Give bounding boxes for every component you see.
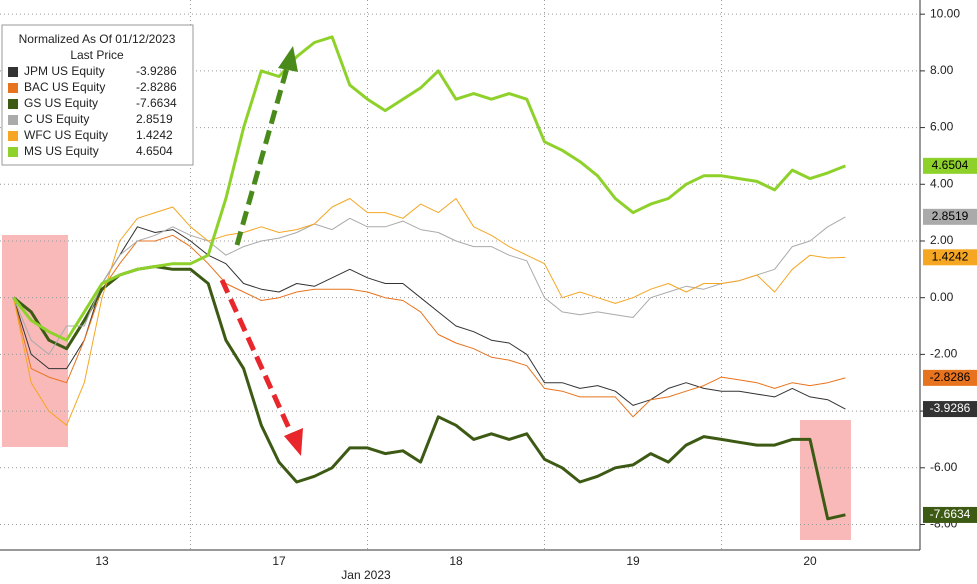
last-price-label: -3.9286 bbox=[930, 401, 971, 415]
last-price-box bbox=[923, 506, 977, 523]
legend: Normalized As Of 01/12/2023 Last Price J… bbox=[1, 24, 194, 166]
y-tick-label: -6.00 bbox=[930, 460, 958, 474]
series-line bbox=[13, 226, 846, 410]
legend-value: -2.8286 bbox=[136, 80, 177, 94]
legend-value: 1.4242 bbox=[136, 128, 173, 142]
y-tick-label: 2.00 bbox=[930, 233, 954, 247]
legend-swatch bbox=[8, 99, 18, 109]
last-price-box bbox=[923, 157, 977, 174]
x-tick-label: 19 bbox=[626, 554, 640, 568]
legend-value: 2.8519 bbox=[136, 112, 173, 126]
legend-label: WFC US Equity bbox=[24, 128, 108, 142]
last-price-box bbox=[923, 208, 977, 225]
last-price-box bbox=[923, 401, 977, 418]
legend-swatch bbox=[8, 147, 18, 157]
arrow bbox=[234, 67, 290, 246]
arrow-head bbox=[278, 46, 298, 72]
x-axis-label: Jan 2023 bbox=[341, 568, 391, 582]
last-price-label: 2.8519 bbox=[932, 209, 969, 223]
x-tick-label: 20 bbox=[803, 554, 817, 568]
series-line bbox=[13, 216, 846, 355]
legend-value: -7.6634 bbox=[136, 96, 177, 110]
legend-swatch bbox=[8, 83, 18, 93]
legend-value: -3.9286 bbox=[136, 64, 177, 78]
y-tick-label: 4.00 bbox=[930, 176, 954, 190]
arrow-head bbox=[284, 428, 303, 456]
last-price-label: -2.8286 bbox=[930, 370, 971, 384]
legend-title: Normalized As Of 01/12/2023 bbox=[19, 32, 176, 46]
y-tick-label: 0.00 bbox=[930, 290, 954, 304]
y-tick-label: -2.00 bbox=[930, 347, 958, 361]
legend-box bbox=[1, 24, 194, 166]
legend-label: C US Equity bbox=[24, 112, 89, 126]
series-line bbox=[13, 234, 846, 418]
last-price-box bbox=[923, 369, 977, 386]
legend-label: JPM US Equity bbox=[24, 64, 105, 78]
legend-swatch bbox=[8, 131, 18, 141]
legend-swatch bbox=[8, 115, 18, 125]
legend-swatch bbox=[8, 67, 18, 77]
legend-subtitle: Last Price bbox=[70, 48, 124, 62]
legend-value: 4.6504 bbox=[136, 144, 173, 158]
y-tick-label: 10.00 bbox=[930, 6, 960, 20]
series-line bbox=[12, 35, 846, 342]
annotation-arrows bbox=[219, 46, 303, 456]
y-tick-label: 6.00 bbox=[930, 120, 954, 134]
last-price-box bbox=[923, 249, 977, 266]
legend-label: GS US Equity bbox=[24, 96, 98, 110]
x-tick-label: 13 bbox=[95, 554, 109, 568]
x-tick-label: 17 bbox=[272, 554, 286, 568]
last-price-label: 1.4242 bbox=[932, 249, 969, 263]
y-tick-label: 8.00 bbox=[930, 63, 954, 77]
legend-label: BAC US Equity bbox=[24, 80, 105, 94]
legend-label: MS US Equity bbox=[24, 144, 99, 158]
arrow bbox=[219, 278, 295, 437]
series-line bbox=[13, 198, 846, 426]
x-tick-label: 18 bbox=[449, 554, 463, 568]
last-price-label: 4.6504 bbox=[932, 158, 969, 172]
last-price-label: -7.6634 bbox=[930, 507, 971, 521]
highlight-box bbox=[2, 235, 68, 447]
